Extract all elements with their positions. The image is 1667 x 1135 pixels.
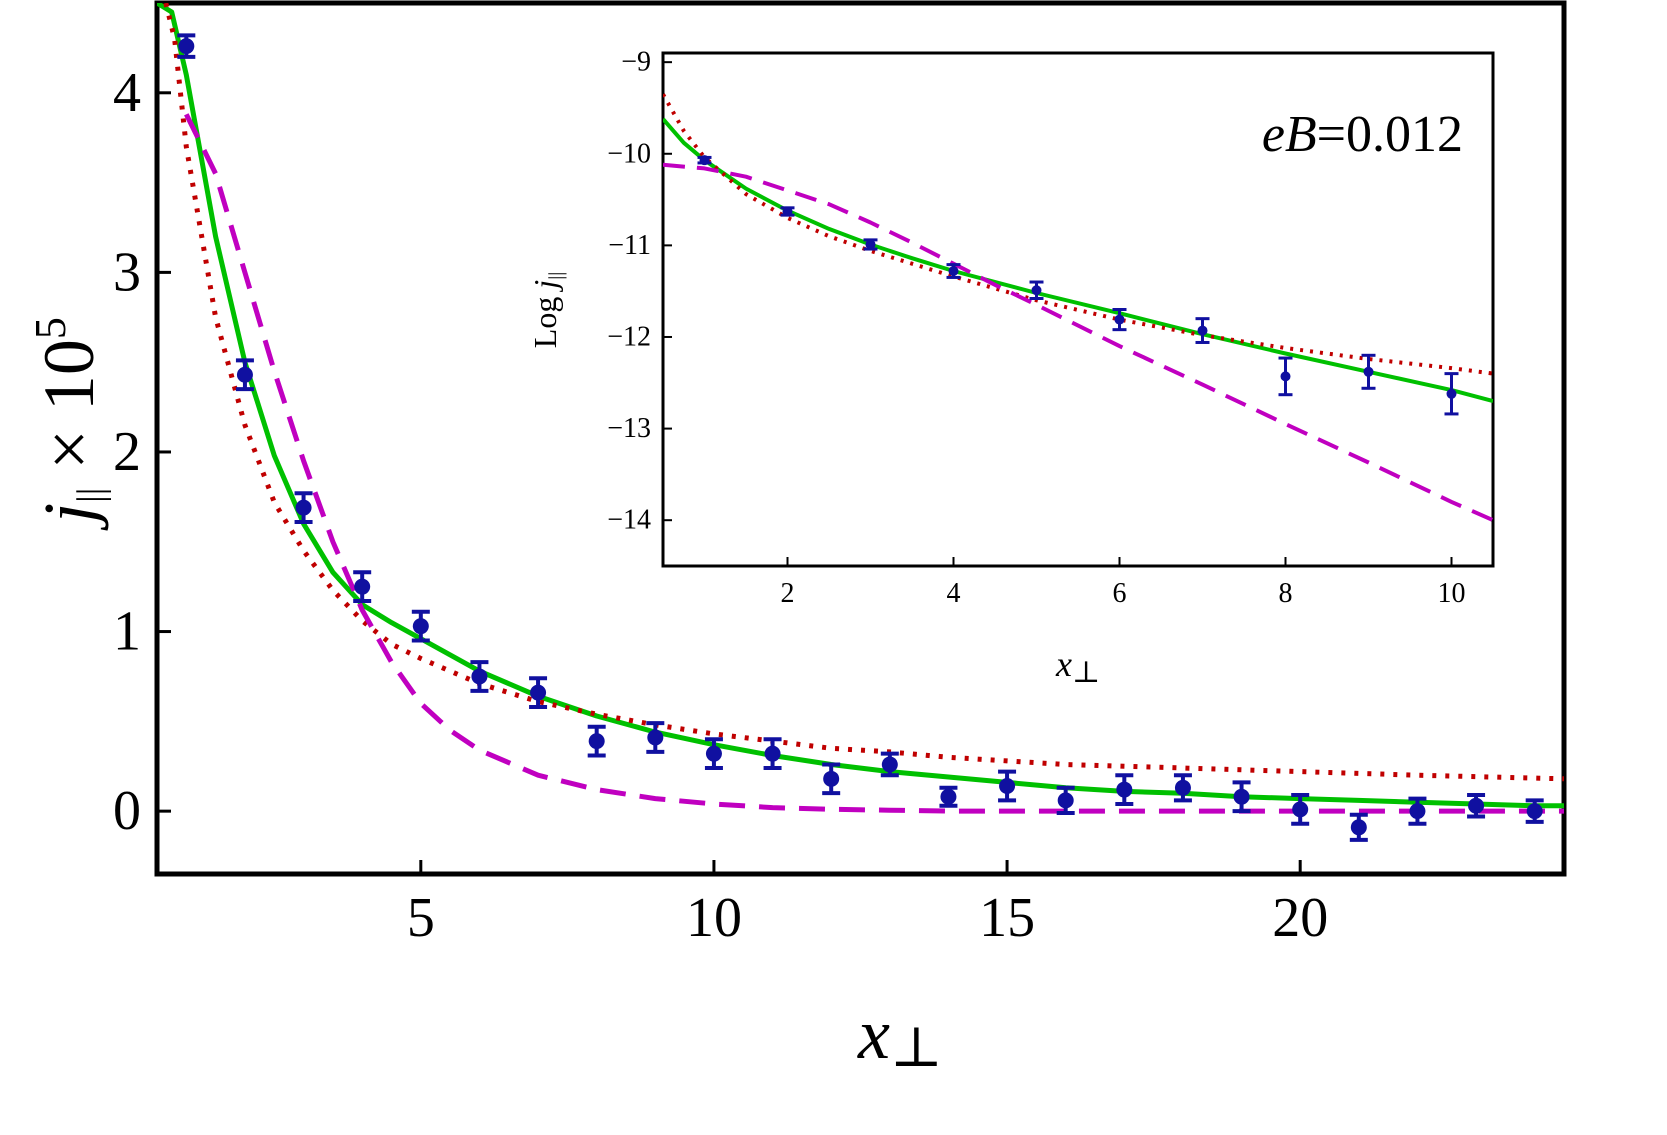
main-data-point — [999, 778, 1016, 795]
inset-data-point — [782, 206, 793, 217]
inset-data-point — [1114, 314, 1125, 325]
main-x-tick-label: 10 — [686, 887, 742, 949]
main-x-tick-label: 20 — [1272, 887, 1328, 949]
inset-y-tick-label: −10 — [607, 138, 651, 169]
main-data-point — [471, 668, 488, 685]
main-plot: 5 10 15 20 0 1 2 3 4 x⊥ j|| × 105 — [26, 0, 1567, 1079]
main-data-point — [236, 366, 253, 383]
inset-y-tick-label: −11 — [608, 230, 651, 261]
inset-data-point — [1446, 388, 1457, 399]
inset-curves — [663, 93, 1493, 523]
inset-data-point — [699, 155, 710, 166]
inset-y-tick-label: −14 — [607, 505, 651, 536]
inset-y-tick-label: −9 — [621, 47, 651, 78]
main-data-point — [1292, 801, 1309, 818]
main-data-point — [1233, 788, 1250, 805]
main-data-point — [1409, 803, 1426, 820]
inset-x-tick-label: 4 — [947, 578, 961, 609]
inset-y-tick-label: −13 — [607, 413, 651, 444]
inset-data-point — [865, 239, 876, 250]
main-y-tick-label: 1 — [113, 601, 141, 663]
main-x-tick-label: 5 — [407, 887, 435, 949]
main-data-point — [1468, 797, 1485, 814]
main-data-point — [940, 788, 957, 805]
main-x-tick-label: 15 — [979, 887, 1035, 949]
main-dashed-curve — [184, 113, 1564, 814]
main-data-point — [588, 733, 605, 750]
inset-axis-ticks: 2 4 6 8 10 −9 −10 −11 −12 −13 −14 — [607, 47, 1465, 609]
main-y-tick-label: 2 — [113, 421, 141, 483]
main-data-point — [295, 499, 312, 516]
inset-y-tick-label: −12 — [607, 321, 651, 352]
main-data-point — [530, 684, 547, 701]
main-data-point — [412, 618, 429, 635]
main-y-tick-label: 4 — [113, 62, 141, 124]
main-data-points — [177, 33, 1544, 842]
main-data-point — [1116, 781, 1133, 798]
main-data-point — [705, 745, 722, 762]
main-dotted-curve — [163, 3, 1564, 782]
inset-data-point — [948, 266, 959, 277]
inset-data-point — [1031, 285, 1042, 296]
main-y-tick-label: 3 — [113, 241, 141, 303]
main-axis-ticks: 5 10 15 20 0 1 2 3 4 — [113, 62, 1328, 949]
inset-x-tick-label: 8 — [1279, 578, 1293, 609]
inset-data-point — [1280, 371, 1291, 382]
main-data-point — [1057, 792, 1074, 809]
inset-data-point — [1197, 325, 1208, 336]
main-x-axis-label: x⊥ — [857, 994, 943, 1079]
inset-plot-frame — [661, 51, 1495, 568]
main-data-point — [1526, 803, 1543, 820]
main-data-point — [881, 756, 898, 773]
main-data-point — [647, 729, 664, 746]
inset-x-tick-label: 10 — [1438, 578, 1466, 609]
main-y-tick-label: 0 — [113, 780, 141, 842]
main-data-point — [178, 38, 195, 55]
main-data-point — [823, 770, 840, 787]
inset-plot: 2 4 6 8 10 −9 −10 −11 −12 −13 −14 eB=0.012 x⊥ Log … — [527, 47, 1495, 689]
inset-x-axis-label: x⊥ — [1055, 644, 1100, 689]
inset-plot-background — [663, 53, 1493, 566]
main-data-point — [1350, 819, 1367, 836]
main-data-point — [354, 578, 371, 595]
inset-x-tick-label: 6 — [1113, 578, 1127, 609]
main-y-axis-label: j|| × 105 — [26, 317, 112, 531]
inset-dashed-curve — [663, 162, 1493, 523]
main-plot-frame — [154, 0, 1567, 877]
inset-y-axis-label: Log j|| — [527, 272, 567, 348]
main-data-point — [764, 745, 781, 762]
inset-x-tick-label: 2 — [781, 578, 795, 609]
inset-data-point — [1363, 366, 1374, 377]
inset-data-points — [697, 155, 1459, 416]
main-data-point — [1174, 779, 1191, 796]
inset-annotation: eB=0.012 — [1262, 106, 1463, 163]
